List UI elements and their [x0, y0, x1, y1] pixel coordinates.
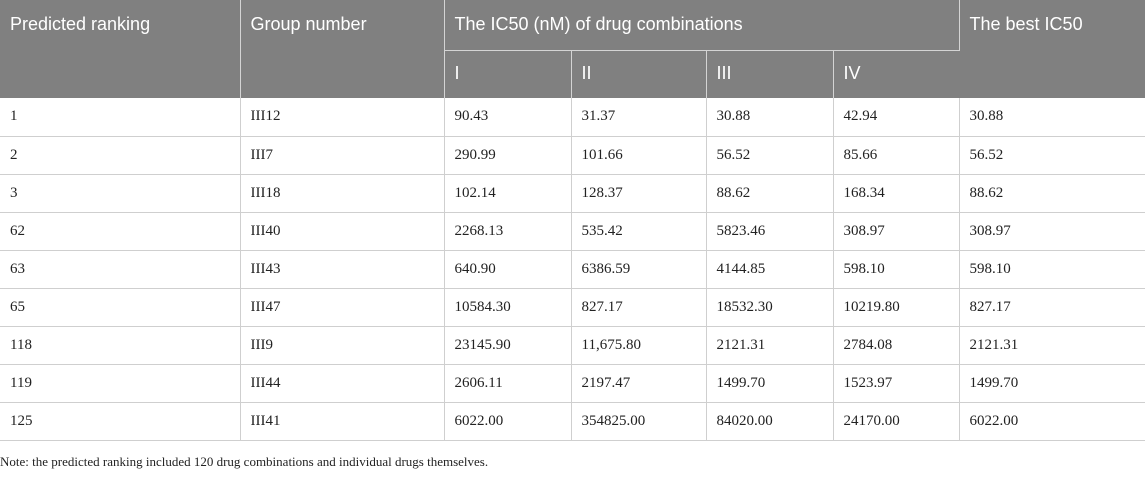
cell-ic50-ii: 31.37 [571, 98, 707, 137]
cell-ic50-iv: 598.10 [833, 250, 960, 289]
cell-rank: 62 [0, 212, 241, 251]
cell-ic50-ii: 128.37 [571, 174, 707, 213]
header-sub-ii: II [571, 50, 707, 98]
cell-group: III12 [240, 98, 445, 137]
cell-rank: 125 [0, 402, 241, 441]
table-row: 2 III7 290.99 101.66 56.52 85.66 56.52 [0, 136, 1145, 175]
cell-ic50-iii: 2121.31 [706, 326, 834, 365]
cell-rank: 63 [0, 250, 241, 289]
cell-group: III9 [240, 326, 445, 365]
cell-best-ic50: 598.10 [959, 250, 1145, 289]
cell-ic50-iii: 30.88 [706, 98, 834, 137]
cell-best-ic50: 827.17 [959, 288, 1145, 327]
cell-group: III47 [240, 288, 445, 327]
cell-ic50-ii: 535.42 [571, 212, 707, 251]
cell-ic50-iii: 18532.30 [706, 288, 834, 327]
cell-ic50-ii: 2197.47 [571, 364, 707, 403]
header-best-ic50: The best IC50 [959, 0, 1145, 98]
table-row: 65 III47 10584.30 827.17 18532.30 10219.… [0, 288, 1145, 327]
cell-rank: 119 [0, 364, 241, 403]
cell-ic50-i: 102.14 [444, 174, 572, 213]
cell-best-ic50: 1499.70 [959, 364, 1145, 403]
cell-best-ic50: 6022.00 [959, 402, 1145, 441]
header-sub-i: I [444, 50, 572, 98]
header-group-number: Group number [240, 0, 445, 98]
cell-ic50-i: 640.90 [444, 250, 572, 289]
cell-ic50-iv: 168.34 [833, 174, 960, 213]
table-row: 119 III44 2606.11 2197.47 1499.70 1523.9… [0, 364, 1145, 403]
cell-ic50-iv: 42.94 [833, 98, 960, 137]
cell-ic50-iv: 10219.80 [833, 288, 960, 327]
header-sub-iv: IV [833, 50, 960, 98]
cell-best-ic50: 88.62 [959, 174, 1145, 213]
table-header: Predicted ranking Group number The IC50 … [0, 0, 1145, 98]
cell-rank: 1 [0, 98, 241, 137]
cell-ic50-ii: 354825.00 [571, 402, 707, 441]
cell-ic50-iii: 84020.00 [706, 402, 834, 441]
cell-ic50-iii: 1499.70 [706, 364, 834, 403]
cell-ic50-i: 2268.13 [444, 212, 572, 251]
cell-ic50-iii: 56.52 [706, 136, 834, 175]
cell-best-ic50: 56.52 [959, 136, 1145, 175]
table-row: 3 III18 102.14 128.37 88.62 168.34 88.62 [0, 174, 1145, 213]
cell-ic50-i: 6022.00 [444, 402, 572, 441]
cell-ic50-iii: 4144.85 [706, 250, 834, 289]
cell-ic50-i: 90.43 [444, 98, 572, 137]
cell-rank: 65 [0, 288, 241, 327]
cell-ic50-i: 10584.30 [444, 288, 572, 327]
header-predicted-ranking: Predicted ranking [0, 0, 241, 98]
cell-rank: 2 [0, 136, 241, 175]
cell-ic50-i: 2606.11 [444, 364, 572, 403]
table-row: 63 III43 640.90 6386.59 4144.85 598.10 5… [0, 250, 1145, 289]
header-sub-iii: III [706, 50, 834, 98]
cell-ic50-iv: 308.97 [833, 212, 960, 251]
cell-ic50-iv: 1523.97 [833, 364, 960, 403]
table-note: Note: the predicted ranking included 120… [0, 454, 489, 469]
cell-group: III44 [240, 364, 445, 403]
cell-rank: 118 [0, 326, 241, 365]
cell-ic50-iv: 2784.08 [833, 326, 960, 365]
table-row: 118 III9 23145.90 11,675.80 2121.31 2784… [0, 326, 1145, 365]
cell-ic50-iii: 88.62 [706, 174, 834, 213]
table-body: 1 III12 90.43 31.37 30.88 42.94 30.88 2 … [0, 98, 1145, 441]
cell-ic50-iv: 85.66 [833, 136, 960, 175]
cell-ic50-ii: 101.66 [571, 136, 707, 175]
cell-ic50-iii: 5823.46 [706, 212, 834, 251]
ic50-table: Predicted ranking Group number The IC50 … [0, 0, 1145, 441]
table-row: 125 III41 6022.00 354825.00 84020.00 241… [0, 402, 1145, 441]
cell-ic50-i: 23145.90 [444, 326, 572, 365]
cell-group: III41 [240, 402, 445, 441]
cell-best-ic50: 308.97 [959, 212, 1145, 251]
cell-rank: 3 [0, 174, 241, 213]
cell-best-ic50: 30.88 [959, 98, 1145, 137]
table-row: 1 III12 90.43 31.37 30.88 42.94 30.88 [0, 98, 1145, 137]
cell-group: III18 [240, 174, 445, 213]
cell-group: III7 [240, 136, 445, 175]
cell-ic50-ii: 827.17 [571, 288, 707, 327]
header-ic50-combinations: The IC50 (nM) of drug combinations [444, 0, 960, 51]
cell-group: III43 [240, 250, 445, 289]
cell-ic50-ii: 6386.59 [571, 250, 707, 289]
cell-best-ic50: 2121.31 [959, 326, 1145, 365]
cell-group: III40 [240, 212, 445, 251]
cell-ic50-ii: 11,675.80 [571, 326, 707, 365]
cell-ic50-iv: 24170.00 [833, 402, 960, 441]
table-row: 62 III40 2268.13 535.42 5823.46 308.97 3… [0, 212, 1145, 251]
cell-ic50-i: 290.99 [444, 136, 572, 175]
